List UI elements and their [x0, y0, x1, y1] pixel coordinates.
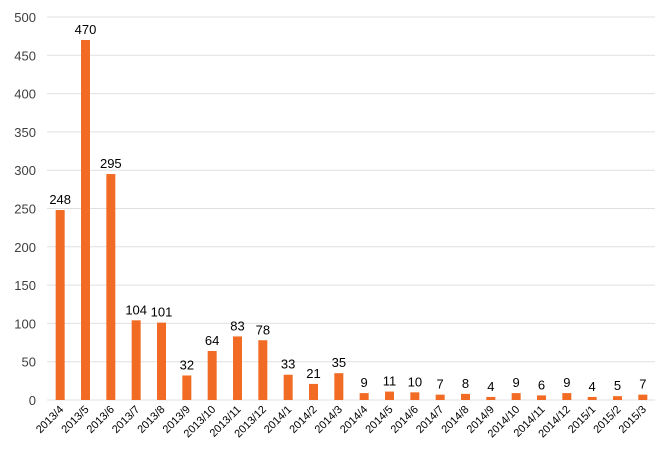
y-tick-label: 150: [14, 278, 36, 293]
bar: [309, 383, 318, 400]
bar: [486, 396, 496, 400]
x-tick-label: 2014/2: [287, 404, 319, 436]
bar: [81, 39, 90, 400]
bar: [106, 174, 116, 400]
x-tick-label: 2015/1: [566, 404, 598, 436]
bar: [638, 394, 648, 400]
bar: [258, 340, 268, 400]
x-tick-label: 2014/3: [313, 404, 345, 436]
bar: [334, 373, 344, 400]
bar: [461, 393, 470, 400]
bar: [385, 391, 394, 400]
data-label: 470: [75, 22, 97, 37]
data-label: 248: [49, 192, 71, 207]
bar: [182, 375, 192, 400]
bar: [562, 393, 572, 400]
bar: [131, 320, 141, 400]
data-label: 6: [538, 377, 545, 392]
data-label: 295: [100, 156, 122, 171]
y-tick-label: 100: [14, 316, 36, 331]
x-tick-label: 2015/3: [617, 404, 649, 436]
data-label: 32: [180, 357, 194, 372]
data-label: 8: [462, 376, 469, 391]
data-label: 101: [151, 305, 173, 320]
x-tick-label: 2014/6: [389, 404, 421, 436]
y-tick-label: 500: [14, 10, 36, 25]
x-tick-label: 2013/8: [135, 404, 167, 436]
x-tick-label: 2014/1: [262, 404, 294, 436]
data-label: 9: [513, 375, 520, 390]
x-tick-label: 2014/4: [338, 404, 370, 436]
data-label: 9: [563, 375, 570, 390]
y-tick-label: 350: [14, 125, 36, 140]
data-label: 7: [437, 377, 444, 392]
bar: [435, 394, 445, 400]
bar: [283, 374, 293, 400]
bar: [613, 396, 622, 400]
data-label: 7: [639, 377, 646, 392]
x-tick-label: 2013/4: [34, 404, 66, 436]
bar: [207, 350, 217, 400]
data-label: 21: [306, 366, 320, 381]
y-tick-label: 200: [14, 240, 36, 255]
y-tick-label: 400: [14, 87, 36, 102]
data-label: 78: [256, 322, 270, 337]
x-tick-label: 2014/8: [439, 404, 471, 436]
data-label: 4: [589, 379, 596, 394]
bar: [359, 393, 369, 400]
data-label: 33: [281, 357, 295, 372]
data-label: 5: [614, 378, 621, 393]
y-tick-label: 300: [14, 163, 36, 178]
y-tick-label: 50: [22, 355, 36, 370]
data-label: 64: [205, 333, 219, 348]
data-label: 104: [125, 302, 147, 317]
x-tick-label: 2013/7: [110, 404, 142, 436]
bar: [410, 392, 420, 400]
bar: [587, 396, 597, 400]
bar: [511, 393, 521, 400]
x-tick-label: 2013/6: [85, 404, 117, 436]
y-tick-label: 0: [29, 393, 36, 408]
x-tick-label: 2015/2: [591, 404, 623, 436]
data-label: 83: [230, 318, 244, 333]
bar: [55, 210, 65, 400]
bar: [233, 336, 242, 400]
data-label: 35: [332, 355, 346, 370]
y-tick-label: 250: [14, 202, 36, 217]
data-label: 9: [361, 375, 368, 390]
y-tick-label: 450: [14, 48, 36, 63]
data-label: 10: [408, 374, 422, 389]
data-label: 4: [487, 379, 494, 394]
bar: [537, 395, 546, 400]
bar: [157, 322, 166, 400]
x-tick-label: 2013/5: [59, 404, 91, 436]
x-tick-label: 2014/7: [414, 404, 446, 436]
data-label: 11: [383, 374, 397, 389]
x-tick-label: 2014/5: [363, 404, 395, 436]
